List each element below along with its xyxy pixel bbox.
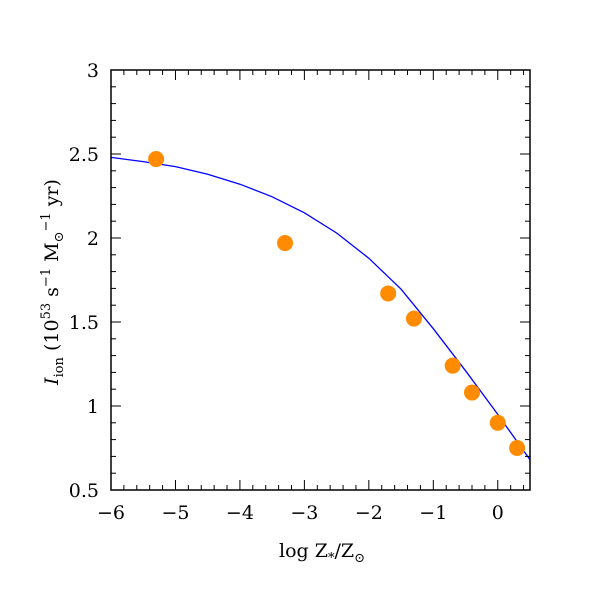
x-tick-labels: −6 −5 −4 −3 −2 −1 0 bbox=[97, 502, 504, 524]
data-point bbox=[277, 235, 294, 252]
y-tick-label: 0.5 bbox=[69, 480, 99, 502]
x-tick-label: −3 bbox=[290, 502, 318, 524]
plot-content bbox=[110, 151, 531, 461]
fit-curve bbox=[110, 156, 531, 461]
x-axis-label: log Z*/Z⊙ bbox=[279, 540, 365, 566]
data-point bbox=[509, 440, 526, 456]
x-tick-label: 0 bbox=[492, 502, 504, 524]
x-tick-label: −2 bbox=[355, 502, 383, 524]
data-point bbox=[148, 151, 165, 168]
x-tick-label: −6 bbox=[97, 502, 125, 524]
y-tick-label: 3 bbox=[87, 60, 99, 82]
y-tick-label: 2 bbox=[87, 228, 99, 250]
y-tick-labels: 0.5 1 1.5 2 2.5 3 bbox=[69, 60, 99, 502]
axis-ticks bbox=[110, 69, 530, 491]
y-tick-label: 1.5 bbox=[69, 312, 99, 334]
data-point bbox=[463, 384, 480, 401]
x-tick-label: −1 bbox=[419, 502, 447, 524]
data-point bbox=[489, 414, 506, 431]
data-point bbox=[380, 285, 397, 302]
data-point bbox=[405, 310, 422, 327]
x-tick-label: −5 bbox=[161, 502, 189, 524]
data-point bbox=[444, 357, 461, 374]
y-axis-label: Iion (1053 s−1 M⊙−1 yr) bbox=[39, 179, 67, 386]
x-tick-label: −4 bbox=[226, 502, 254, 524]
plot-frame bbox=[110, 69, 531, 491]
y-tick-label: 2.5 bbox=[69, 144, 99, 166]
y-tick-label: 1 bbox=[87, 396, 99, 418]
